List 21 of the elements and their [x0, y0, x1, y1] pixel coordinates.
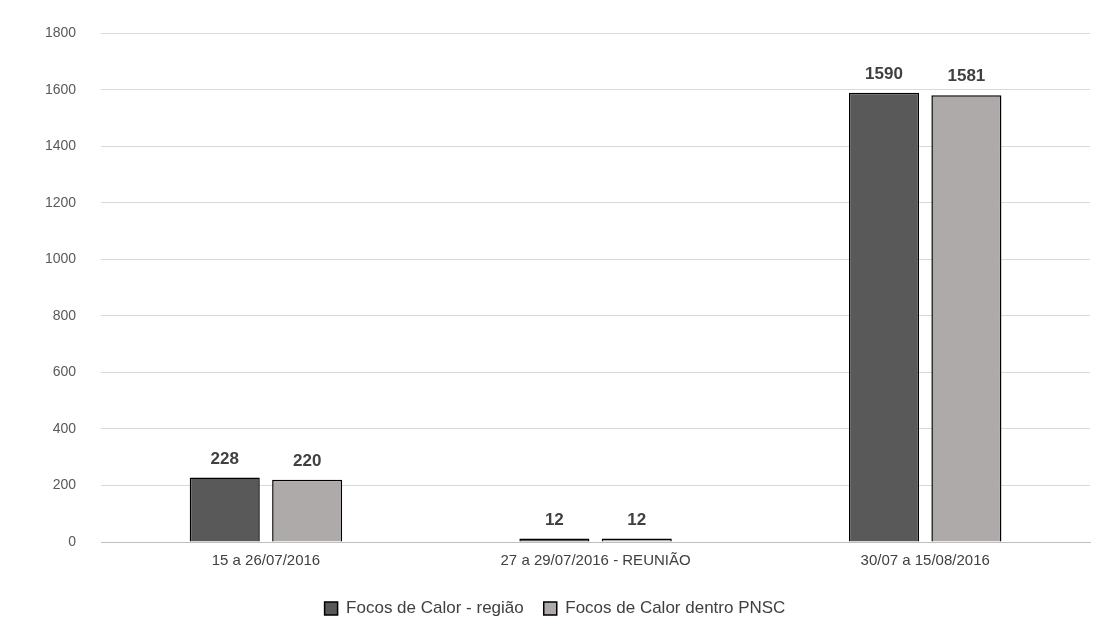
- legend-label: Focos de Calor - região: [346, 598, 524, 618]
- data-label: 1581: [947, 66, 986, 86]
- y-tick-label: 200: [52, 476, 77, 493]
- x-tick-label: 15 a 26/07/2016: [211, 551, 321, 569]
- y-tick-label: 1400: [44, 137, 77, 154]
- y-tick-label: 600: [52, 363, 77, 380]
- legend-label: Focos de Calor dentro PNSC: [565, 598, 786, 618]
- data-label: 220: [292, 451, 322, 471]
- y-tick-label: 400: [52, 419, 77, 436]
- data-label: 12: [627, 509, 647, 529]
- data-label: 228: [210, 448, 239, 468]
- y-tick-label: 0: [68, 532, 77, 549]
- y-tick-label: 1200: [44, 193, 77, 210]
- y-tick-label: 800: [52, 306, 77, 323]
- y-tick-label: 1000: [44, 250, 77, 267]
- y-tick-label: 1600: [44, 80, 77, 97]
- x-tick-label: 30/07 a 15/08/2016: [860, 551, 990, 569]
- x-tick-label: 27 a 29/07/2016 - REUNIÃO: [500, 551, 691, 569]
- y-tick-label: 1800: [44, 24, 77, 41]
- data-label: 1590: [865, 63, 903, 83]
- data-label: 12: [544, 509, 564, 529]
